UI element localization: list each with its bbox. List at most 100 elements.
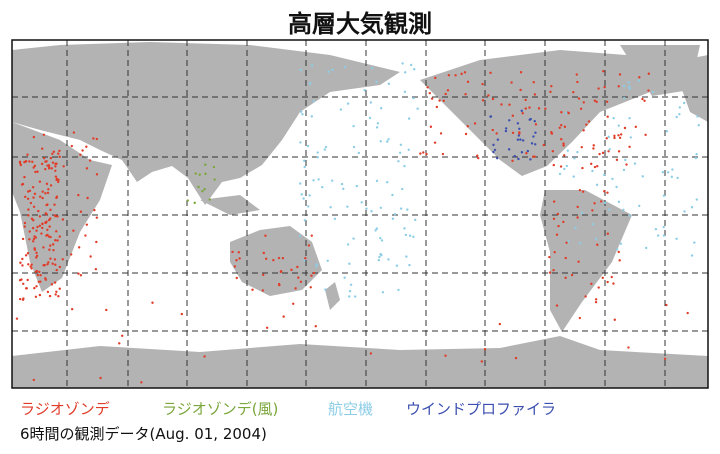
observation-dot <box>534 123 538 126</box>
observation-dot <box>299 280 303 283</box>
observation-dot <box>516 122 520 125</box>
observation-dot <box>70 144 74 148</box>
observation-dot <box>48 294 52 298</box>
observation-dot <box>577 260 580 263</box>
observation-dot <box>678 106 681 109</box>
observation-dot <box>511 131 515 135</box>
observation-dot <box>61 258 64 261</box>
observation-dot <box>374 229 377 232</box>
observation-dot <box>279 269 283 273</box>
observation-dot <box>45 182 49 186</box>
observation-dot <box>323 148 327 151</box>
observation-dot <box>578 316 582 320</box>
observation-dot <box>57 295 60 298</box>
observation-dot <box>576 150 579 154</box>
observation-dot <box>303 219 307 222</box>
observation-dot <box>578 188 582 192</box>
observation-dot <box>464 93 467 96</box>
observation-dot <box>594 300 598 304</box>
observation-dot <box>46 290 50 294</box>
observation-dot <box>47 261 50 264</box>
observation-dot <box>235 259 238 262</box>
observation-dot <box>292 302 295 306</box>
observation-dot <box>593 202 596 205</box>
observation-dot <box>346 205 349 208</box>
observation-dot <box>32 196 35 199</box>
observation-dot <box>581 190 585 193</box>
observation-dot <box>30 267 33 270</box>
observation-dot <box>41 222 44 226</box>
observation-dot <box>46 164 49 167</box>
observation-dot <box>53 281 57 284</box>
observation-dot <box>48 225 51 228</box>
observation-dot <box>495 132 498 135</box>
observation-dot <box>57 152 60 155</box>
observation-dot <box>18 279 22 282</box>
observation-dot <box>19 261 22 264</box>
observation-dot <box>41 147 44 150</box>
observation-dot <box>331 179 334 182</box>
observation-dot <box>368 116 372 120</box>
observation-dot <box>487 94 490 97</box>
observation-dot <box>618 259 621 262</box>
observation-dot <box>22 297 25 300</box>
observation-dot <box>303 159 306 162</box>
observation-dot <box>44 278 48 281</box>
observation-dot <box>492 143 495 147</box>
observation-dot <box>32 205 36 208</box>
observation-dot <box>348 262 351 265</box>
observation-dot <box>52 150 56 153</box>
observation-dot <box>310 234 313 237</box>
observation-dot <box>460 72 463 76</box>
observation-dot <box>525 152 528 155</box>
observation-dot <box>579 242 582 245</box>
observation-dot <box>446 89 450 92</box>
observation-dot <box>50 283 54 286</box>
observation-dot <box>45 212 48 216</box>
observation-dot <box>296 265 299 269</box>
observation-dot <box>593 165 597 169</box>
observation-dot <box>339 108 343 111</box>
observation-dot <box>441 152 445 156</box>
observation-dot <box>517 157 520 161</box>
observation-dot <box>403 164 406 168</box>
observation-dot <box>324 145 328 149</box>
observation-dot <box>213 178 216 181</box>
observation-dot <box>526 149 530 153</box>
observation-dot <box>370 209 373 213</box>
observation-dot <box>194 172 197 175</box>
observation-dot <box>401 62 404 65</box>
observation-dot <box>598 152 601 156</box>
observation-dot <box>379 253 382 256</box>
observation-dot <box>477 156 480 160</box>
observation-dot <box>33 192 37 196</box>
observation-dot <box>582 129 585 132</box>
observation-dot <box>409 63 413 67</box>
observation-dot <box>519 138 522 141</box>
observation-dot <box>596 165 599 168</box>
observation-dot <box>528 106 531 109</box>
observation-dot <box>592 144 595 147</box>
observation-dot <box>399 207 403 210</box>
observation-dot <box>204 172 207 176</box>
observation-dot <box>466 125 469 128</box>
observation-dot <box>520 151 524 154</box>
observation-dot <box>537 107 541 110</box>
observation-dot <box>380 239 384 242</box>
observation-dot <box>481 82 484 86</box>
observation-dot <box>28 230 31 233</box>
observation-dot <box>617 200 621 204</box>
observation-dot <box>346 243 350 246</box>
observation-dot <box>81 149 84 152</box>
observation-dot <box>299 110 303 113</box>
observation-dot <box>24 159 28 163</box>
observation-dot <box>79 153 82 156</box>
observation-dot <box>21 182 25 186</box>
observation-dot <box>575 73 579 76</box>
observation-dot <box>333 217 337 221</box>
observation-dot <box>408 263 411 267</box>
observation-dot <box>627 81 630 84</box>
observation-dot <box>397 160 400 163</box>
observation-dot <box>36 225 39 229</box>
observation-dot <box>665 303 668 307</box>
